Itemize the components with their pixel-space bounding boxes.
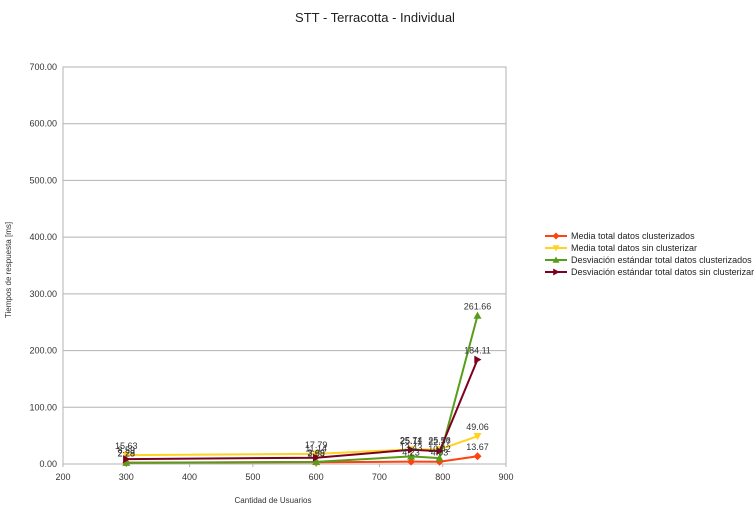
- grid: [63, 66, 506, 465]
- legend-item-4: Desviación estándar total datos sin clus…: [545, 267, 754, 277]
- y-tick-label: 200.00: [29, 346, 57, 356]
- series-line: [126, 359, 479, 461]
- data-label: 2.98: [307, 448, 325, 458]
- data-label: 184.11: [464, 346, 491, 356]
- data-label: 10.42: [428, 444, 451, 454]
- data-point: [407, 452, 416, 460]
- data-label: 2.29: [118, 449, 136, 459]
- data-label: 4.03: [431, 448, 449, 458]
- axes: 0.00 100.00 200.00 300.00 400.00 500.00 600.00…: [29, 62, 513, 482]
- series-4: [123, 355, 482, 464]
- x-tick-label: 400: [182, 472, 197, 482]
- data-label: 261.66: [464, 302, 492, 312]
- series-line: [126, 315, 479, 464]
- plot-frame: [62, 66, 507, 465]
- data-labels: 2.29 2.98 4.23 4.03 13.67 15.63 17.79 25.74 25.5…: [115, 302, 491, 459]
- legend-marker: [553, 268, 560, 276]
- data-point: [122, 458, 131, 466]
- data-label: 25.11: [400, 436, 422, 446]
- data-label: 25.56: [428, 436, 451, 446]
- data-point: [312, 457, 321, 466]
- x-tick-label: 300: [119, 472, 134, 482]
- y-tick-label: 0.00: [39, 459, 57, 469]
- chart-title: STT - Terracotta - Individual: [295, 10, 455, 25]
- data-label: 13.67: [466, 442, 489, 452]
- data-label: 22.77: [428, 437, 451, 447]
- y-tick-label: 300.00: [29, 289, 57, 299]
- data-label: 17.79: [305, 440, 328, 450]
- legend: Media total datos clusterizados Media tot…: [545, 231, 754, 277]
- data-point: [436, 447, 444, 456]
- y-tick-label: 700.00: [29, 62, 57, 72]
- data-label: 25.74: [400, 435, 423, 445]
- y-tick-label: 500.00: [29, 175, 57, 185]
- data-point: [474, 355, 482, 364]
- data-label: 11.14: [305, 444, 327, 454]
- x-axis-title: Cantidad de Usuarios: [235, 496, 312, 505]
- data-point: [407, 457, 416, 466]
- y-axis-title: Tiempos de respuesta [ms]: [4, 222, 13, 318]
- series-3: [122, 311, 482, 466]
- data-point: [312, 450, 321, 458]
- data-label: 49.06: [466, 422, 489, 432]
- data-point: [473, 452, 482, 461]
- data-point: [312, 453, 321, 462]
- data-label: 3.69: [307, 448, 325, 458]
- series-line: [126, 435, 478, 457]
- x-tick-label: 500: [245, 472, 260, 482]
- data-label: 15.63: [115, 441, 138, 451]
- legend-item-3: Desviación estándar total datos clusteri…: [545, 255, 752, 265]
- x-tick-label: 200: [55, 472, 70, 482]
- data-point: [122, 451, 131, 460]
- legend-marker: [552, 256, 560, 263]
- legend-label: Media total datos sin clusterizar: [571, 243, 697, 253]
- x-tick-label: 900: [498, 472, 513, 482]
- data-point: [473, 432, 482, 441]
- y-tick-label: 400.00: [29, 232, 57, 242]
- legend-item-1: Media total datos clusterizados: [545, 231, 695, 241]
- data-point: [473, 311, 482, 319]
- y-tick-label: 600.00: [29, 119, 57, 129]
- legend-label: Desviación estándar total datos sin clus…: [571, 267, 754, 277]
- legend-marker: [552, 232, 560, 240]
- legend-item-2: Media total datos sin clusterizar: [545, 243, 697, 253]
- legend-label: Desviación estándar total datos clusteri…: [571, 255, 752, 265]
- data-point: [435, 454, 444, 462]
- x-tick-label: 700: [372, 472, 387, 482]
- data-label: 13.43: [400, 442, 423, 452]
- series-group: [122, 311, 482, 467]
- x-tick-label: 800: [435, 472, 450, 482]
- data-label: 8.59: [118, 445, 136, 455]
- data-label: 2.28: [118, 449, 136, 459]
- data-point: [407, 445, 416, 454]
- y-tick-label: 100.00: [29, 402, 57, 412]
- legend-marker: [552, 245, 560, 252]
- data-label: 4.23: [402, 448, 420, 458]
- data-point: [123, 455, 131, 464]
- legend-label: Media total datos clusterizados: [571, 231, 695, 241]
- x-tick-label: 600: [309, 472, 324, 482]
